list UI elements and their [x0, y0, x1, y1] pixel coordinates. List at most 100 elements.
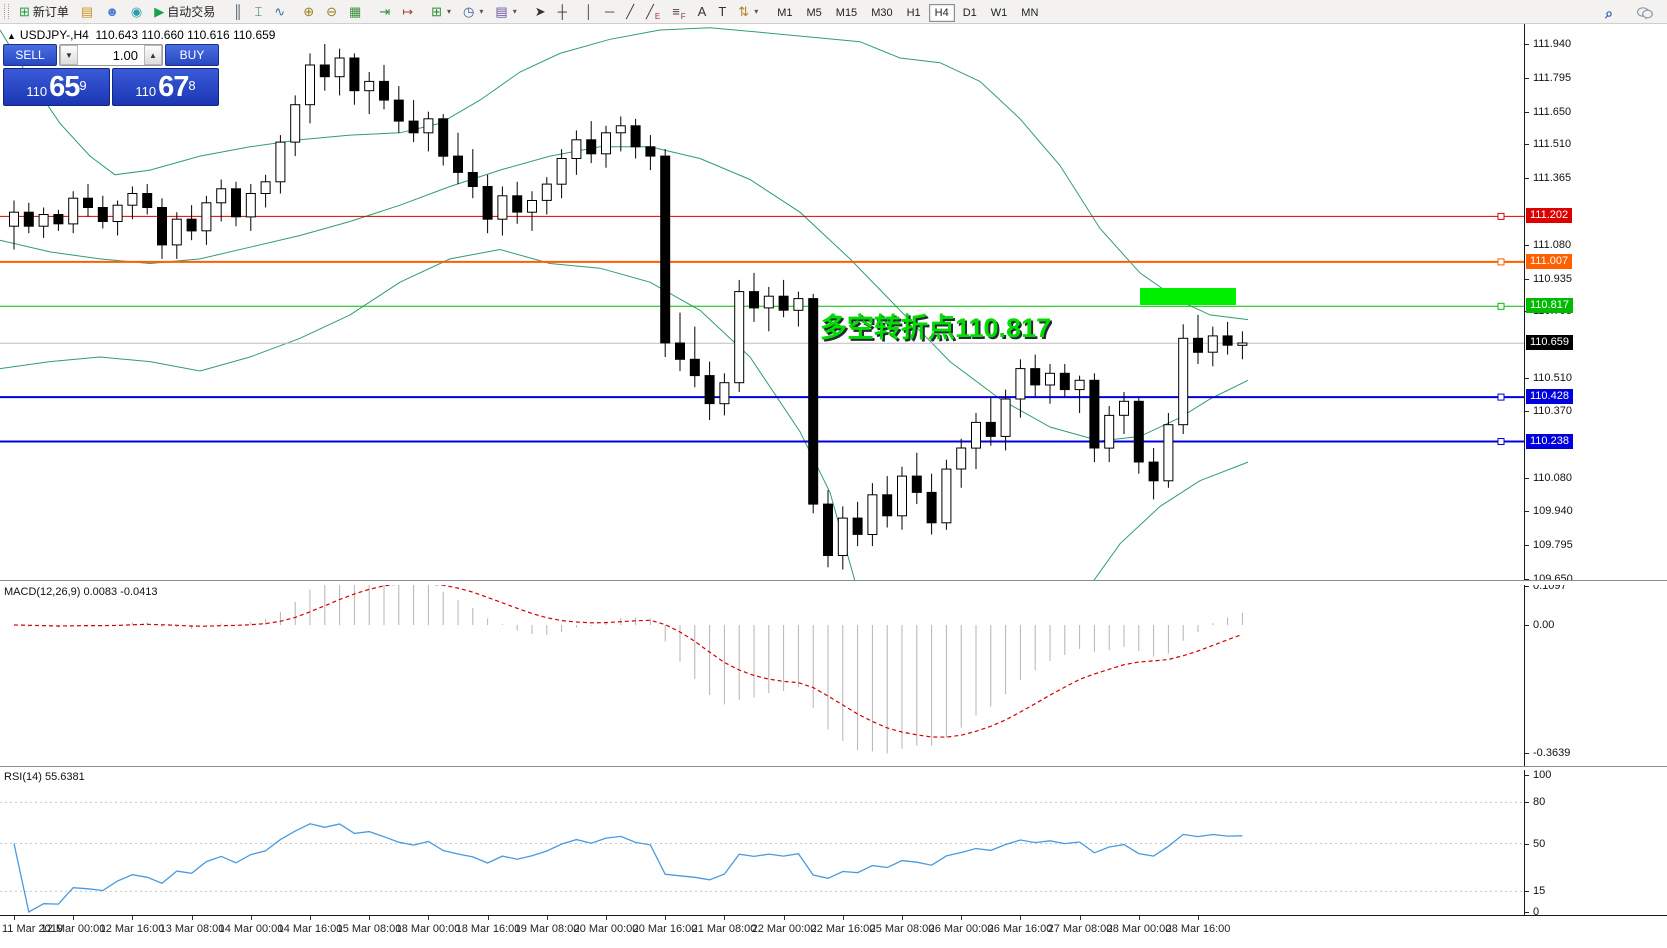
time-tick	[902, 916, 903, 920]
chat-icon	[1637, 7, 1653, 20]
bar-chart-mode-button[interactable]: ║	[228, 1, 247, 22]
zoom-in-icon: ⊕	[303, 4, 315, 19]
annotation-text[interactable]: 多空转折点110.817	[820, 312, 1051, 343]
shapes-button[interactable]: ⇅ ▾	[733, 1, 763, 22]
price-tick-label: 0	[1533, 906, 1540, 918]
timeframe-button-m1[interactable]: M1	[777, 6, 793, 19]
ohlc-readout: 110.643 110.660 110.616 110.659	[95, 28, 276, 42]
chart-header: ▲ USDJPY-,H4 110.643 110.660 110.616 110.…	[7, 28, 275, 42]
time-tick	[665, 916, 666, 920]
timeframe-button-h4[interactable]: H4	[928, 3, 955, 22]
sell-price-button[interactable]: 110 65 9	[3, 68, 110, 106]
time-tick	[428, 916, 429, 920]
line-handle[interactable]	[1497, 438, 1505, 445]
community-button[interactable]: ☻	[100, 1, 124, 22]
axis-tick	[1525, 78, 1529, 79]
time-tick	[369, 916, 370, 920]
axis-tick	[1525, 378, 1529, 379]
sell-tab[interactable]: SELL	[3, 44, 57, 66]
price-line-label: 110.817	[1526, 298, 1573, 313]
line-handle[interactable]	[1497, 258, 1505, 266]
templates-dropdown-icon: ▾	[512, 7, 517, 16]
volume-decrease-button[interactable]: ▼	[60, 45, 78, 65]
time-tick	[73, 916, 74, 920]
main-chart-pane[interactable]: 多空转折点110.817 多空转折点110.817 ▲ USDJPY-,H4 110…	[0, 23, 1524, 580]
time-tick	[14, 916, 15, 920]
timeframe-button-m5[interactable]: M5	[806, 6, 822, 19]
rsi-label: RSI(14) 55.6381	[4, 771, 85, 783]
macd-histogram	[28, 584, 1243, 754]
crosshair-button[interactable]: ┼	[553, 1, 572, 22]
equidistant-channel-icon: ╱	[646, 4, 654, 19]
chat-button[interactable]	[1632, 3, 1658, 24]
text-label-button[interactable]: T	[713, 1, 731, 22]
market-button[interactable]: ▤	[76, 1, 98, 22]
zoom-in-button[interactable]: ⊕	[298, 1, 319, 22]
timeframe-button-d1[interactable]: D1	[962, 6, 977, 19]
price-tick-label: 80	[1533, 796, 1546, 808]
time-tick	[1020, 916, 1021, 920]
fibonacci-button[interactable]: ≡ F	[672, 4, 686, 21]
new-order-button[interactable]: ⊞ 新订单	[14, 1, 74, 22]
timeframe-button-m30[interactable]: M30	[871, 6, 893, 19]
line-chart-mode-button[interactable]: ∿	[269, 1, 290, 22]
line-handle[interactable]	[1497, 302, 1505, 310]
price-tick-label: 111.795	[1533, 72, 1572, 84]
zoom-out-button[interactable]: ⊖	[321, 1, 342, 22]
chart-shift-button[interactable]: ↦	[397, 1, 418, 22]
trendline-button[interactable]: ╱	[621, 1, 639, 22]
periods-button[interactable]: ◷ ▾	[458, 1, 488, 22]
cursor-button[interactable]: ➤	[530, 1, 551, 22]
axis-tick	[1525, 775, 1529, 776]
autotrading-button[interactable]: ▶ 自动交易	[149, 1, 220, 22]
signals-button[interactable]: ◉	[126, 1, 147, 22]
shapes-icon: ⇅	[738, 4, 750, 19]
search-button[interactable]: ⌕	[1605, 5, 1613, 21]
indicators-dropdown-icon: ▾	[447, 7, 452, 16]
time-tick-label: 20 Mar 16:00	[632, 923, 698, 935]
indicators-button[interactable]: ⊞ ▾	[426, 1, 456, 22]
horizontal-line-button[interactable]: ─	[600, 1, 619, 22]
equidistant-channel-button[interactable]: ╱ E	[646, 4, 661, 21]
line-handle[interactable]	[1497, 212, 1505, 220]
sell-price-sup: 9	[79, 78, 87, 93]
text-button[interactable]: A	[693, 1, 712, 22]
timeframe-button-m15[interactable]: M15	[835, 6, 858, 19]
time-axis[interactable]: 11 Mar 2019 12 Mar 00:00 12 Mar 16:00 13 Ma…	[0, 915, 1667, 948]
price-tick-label: 50	[1533, 838, 1546, 850]
candlestick-mode-button[interactable]: ⌶	[249, 1, 267, 22]
macd-pane[interactable]: MACD(12,26,9) 0.0083 -0.0413	[0, 584, 1524, 766]
buy-tab[interactable]: BUY	[165, 44, 219, 66]
rsi-pane[interactable]: RSI(14) 55.6381	[0, 769, 1524, 915]
time-tick	[251, 916, 252, 920]
volume-increase-button[interactable]: ▲	[144, 45, 162, 65]
axis-tick	[1525, 891, 1529, 892]
axis-tick	[1525, 545, 1529, 546]
tile-windows-button[interactable]: ▦	[344, 1, 366, 22]
timeframe-button-mn[interactable]: MN	[1021, 6, 1039, 19]
price-tick-label: 110.935	[1533, 273, 1572, 285]
price-axis[interactable]: 111.940 111.795 111.650 111.510 111.365 111.0…	[1524, 23, 1667, 918]
toolbar-grip[interactable]	[4, 4, 9, 19]
timeframe-button-h1[interactable]: H1	[906, 6, 921, 19]
volume-input[interactable]	[78, 45, 144, 65]
time-tick-label: 28 Mar 00:00	[1106, 923, 1172, 935]
text-label-icon: T	[718, 4, 727, 19]
templates-button[interactable]: ▤ ▾	[490, 1, 521, 22]
line-chart-mode-icon: ∿	[274, 4, 286, 19]
price-line-label: 110.238	[1526, 434, 1573, 449]
time-tick-label: 12 Mar 16:00	[99, 923, 165, 935]
timeframe-button-w1[interactable]: W1	[990, 6, 1008, 19]
pane-divider[interactable]	[0, 580, 1667, 585]
buy-price-button[interactable]: 110 67 8	[112, 68, 219, 106]
line-handle[interactable]	[1497, 393, 1505, 401]
vertical-line-button[interactable]: │	[580, 1, 598, 22]
tile-windows-icon: ▦	[349, 4, 362, 19]
time-tick-label: 14 Mar 00:00	[218, 923, 284, 935]
pane-divider[interactable]	[0, 766, 1667, 770]
axis-tick	[1525, 844, 1529, 845]
annotation-rect[interactable]	[1140, 288, 1236, 305]
time-tick-label: 20 Mar 00:00	[573, 923, 639, 935]
auto-scroll-button[interactable]: ⇥	[374, 1, 395, 22]
